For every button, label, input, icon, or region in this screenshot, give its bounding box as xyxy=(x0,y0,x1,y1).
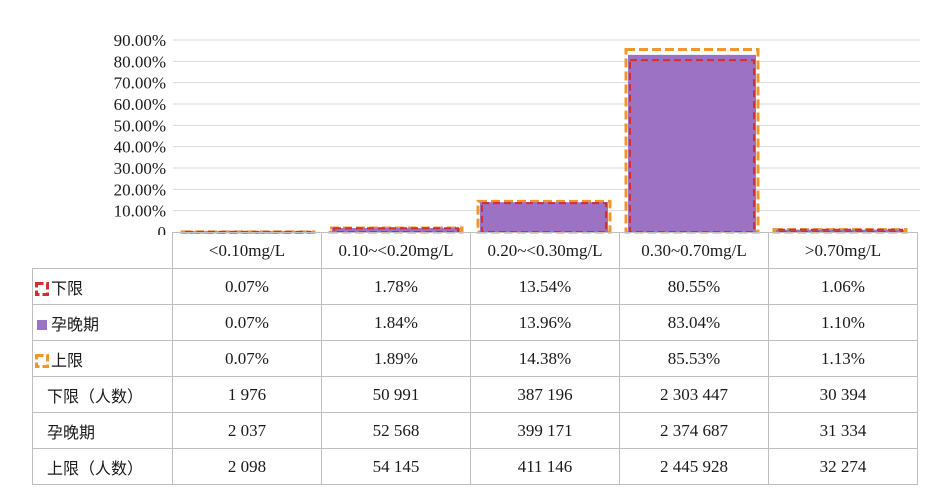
series-name: 孕晚期 xyxy=(51,314,100,334)
table-row-lower-count: 下限（人数） 1 976 50 991 387 196 2 303 447 30… xyxy=(32,376,918,413)
series-name: 下限 xyxy=(51,278,84,298)
data-label: 1.84% xyxy=(321,304,471,341)
data-table: <0.10mg/L 0.10~<0.20mg/L 0.20~<0.30mg/L … xyxy=(32,232,918,485)
legend-lower-key-icon xyxy=(35,282,49,296)
bar-late-pregnancy xyxy=(332,228,460,232)
row-label: 上限（人数） xyxy=(32,448,173,485)
table-row-late-pregnancy: 孕晚期 0.07% 1.84% 13.96% 83.04% 1.10% xyxy=(32,304,918,341)
y-tick-label: 20.00% xyxy=(114,180,166,199)
data-label: 1.89% xyxy=(321,340,471,377)
count-cell: 54 145 xyxy=(321,448,471,485)
category-label: 0.30~0.70mg/L xyxy=(619,232,769,269)
data-label: 80.55% xyxy=(619,268,769,305)
data-label: 13.54% xyxy=(470,268,620,305)
data-label: 1.78% xyxy=(321,268,471,305)
data-label: 83.04% xyxy=(619,304,769,341)
bar-lower xyxy=(629,59,755,233)
data-label: 13.96% xyxy=(470,304,620,341)
y-tick-label: 90.00% xyxy=(114,31,166,50)
table-row-lower: 下限 0.07% 1.78% 13.54% 80.55% 1.06% xyxy=(32,268,918,305)
table-header-row: <0.10mg/L 0.10~<0.20mg/L 0.20~<0.30mg/L … xyxy=(32,232,918,269)
table-row-late-pregnancy-count: 孕晚期 2 037 52 568 399 171 2 374 687 31 33… xyxy=(32,412,918,449)
bar-late-pregnancy xyxy=(480,202,608,232)
bar-late-pregnancy xyxy=(628,54,756,233)
chart-plot: 0 10.00% 20.00% 30.00% 40.00% 50.00% 60.00% 70.… xyxy=(114,31,920,235)
category-label: >0.70mg/L xyxy=(768,232,918,269)
count-cell: 1 976 xyxy=(172,376,322,413)
y-tick-label: 50.00% xyxy=(114,116,166,135)
row-label: 下限（人数） xyxy=(32,376,173,413)
table-corner xyxy=(32,232,173,269)
y-tick-label: 60.00% xyxy=(114,95,166,114)
count-cell: 2 037 xyxy=(172,412,322,449)
count-cell: 387 196 xyxy=(470,376,620,413)
category-label: 0.20~<0.30mg/L xyxy=(470,232,620,269)
data-label: 0.07% xyxy=(172,304,322,341)
data-label: 1.06% xyxy=(768,268,918,305)
y-tick-label: 80.00% xyxy=(114,52,166,71)
y-tick-label: 70.00% xyxy=(114,74,166,93)
category-label: 0.10~<0.20mg/L xyxy=(321,232,471,269)
table-row-upper-count: 上限（人数） 2 098 54 145 411 146 2 445 928 32… xyxy=(32,448,918,485)
legend-late-pregnancy-key-icon xyxy=(37,320,47,330)
count-cell: 32 274 xyxy=(768,448,918,485)
count-cell: 31 334 xyxy=(768,412,918,449)
y-tick-label: 30.00% xyxy=(114,159,166,178)
count-cell: 52 568 xyxy=(321,412,471,449)
data-label: 1.10% xyxy=(768,304,918,341)
count-cell: 411 146 xyxy=(470,448,620,485)
data-label: 85.53% xyxy=(619,340,769,377)
table-row-upper: 上限 0.07% 1.89% 14.38% 85.53% 1.13% xyxy=(32,340,918,377)
category-label: <0.10mg/L xyxy=(172,232,322,269)
bar-late-pregnancy xyxy=(776,229,904,232)
count-cell: 2 098 xyxy=(172,448,322,485)
y-tick-label: 40.00% xyxy=(114,138,166,157)
data-label: 1.13% xyxy=(768,340,918,377)
count-cell: 2 303 447 xyxy=(619,376,769,413)
count-cell: 2 374 687 xyxy=(619,412,769,449)
y-tick-label: 10.00% xyxy=(114,202,166,221)
legend-upper-key-icon xyxy=(35,354,49,368)
count-cell: 399 171 xyxy=(470,412,620,449)
data-label: 0.07% xyxy=(172,268,322,305)
series-name: 上限 xyxy=(51,350,84,370)
legend-upper: 上限 xyxy=(32,340,173,377)
bar-lower xyxy=(777,228,903,233)
count-cell: 2 445 928 xyxy=(619,448,769,485)
count-cell: 30 394 xyxy=(768,376,918,413)
legend-late-pregnancy: 孕晚期 xyxy=(32,304,173,341)
count-cell: 50 991 xyxy=(321,376,471,413)
data-label: 0.07% xyxy=(172,340,322,377)
legend-lower: 下限 xyxy=(32,268,173,305)
row-label: 孕晚期 xyxy=(32,412,173,449)
data-label: 14.38% xyxy=(470,340,620,377)
y-tick-label: 0 xyxy=(158,223,167,235)
